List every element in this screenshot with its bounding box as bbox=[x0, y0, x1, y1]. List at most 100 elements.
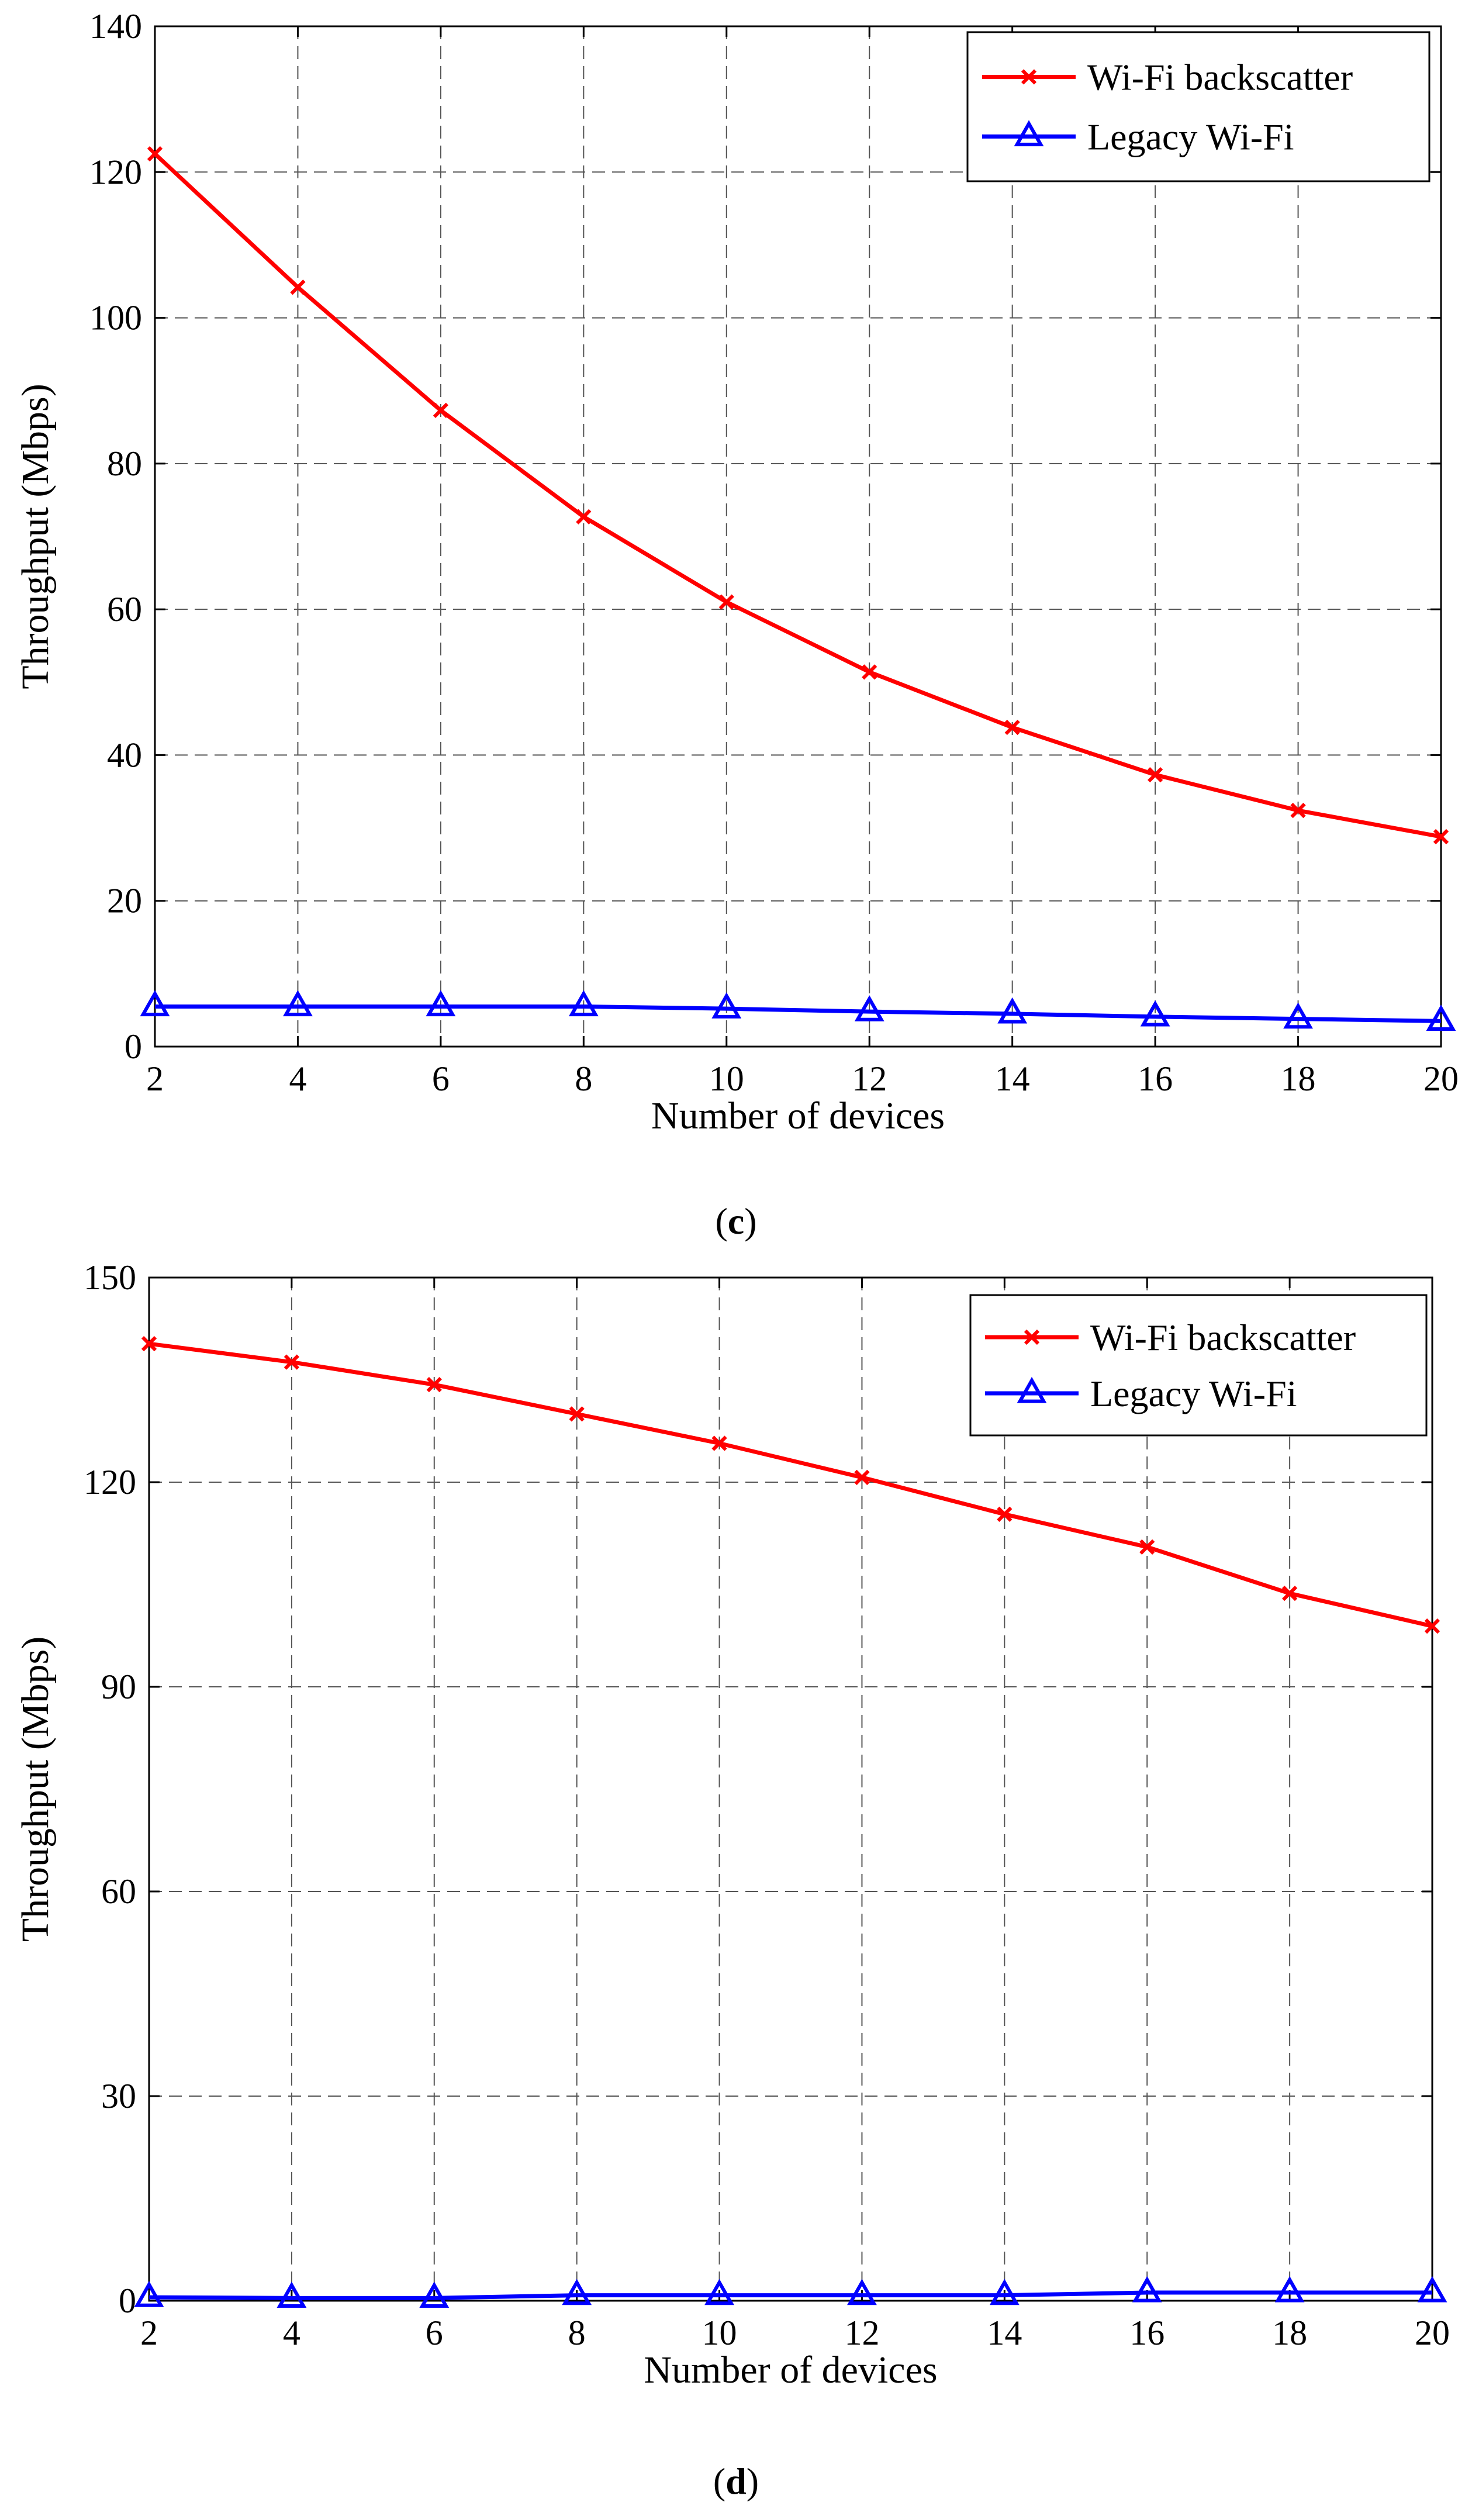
data-point bbox=[997, 1506, 1013, 1522]
data-point bbox=[141, 1336, 157, 1352]
y-tick-label: 30 bbox=[101, 2077, 136, 2115]
y-tick-label: 60 bbox=[107, 590, 142, 629]
chart-panel-c: 2 4 6 8 10 12 14 16 18 20 0 20 40 60 80 100 120 140 Number… bbox=[14, 7, 1459, 1137]
x-axis-label: Number of devices bbox=[651, 1095, 945, 1137]
data-point bbox=[997, 997, 1028, 1024]
data-point bbox=[426, 1377, 442, 1393]
y-axis-label: Throughput (Mbps) bbox=[14, 1637, 57, 1942]
legend-label: Legacy Wi-Fi bbox=[1090, 1373, 1297, 1414]
panel-label: (d) bbox=[713, 2460, 759, 2502]
data-point bbox=[1004, 719, 1020, 736]
data-point bbox=[562, 2279, 592, 2305]
y-tick-label: 120 bbox=[84, 1463, 136, 1501]
series-line bbox=[155, 1004, 1442, 1023]
legend-box bbox=[969, 1294, 1428, 1437]
x-tick-label: 8 bbox=[568, 2314, 586, 2352]
series-wifi-backscatter bbox=[147, 146, 1449, 845]
x-tick-label: 14 bbox=[987, 2314, 1022, 2352]
data-point bbox=[284, 1354, 300, 1370]
x-tick-label: 16 bbox=[1129, 2314, 1165, 2352]
legend-marker bbox=[1021, 69, 1037, 85]
legend: Wi-Fi backscatter Legacy Wi-Fi bbox=[966, 31, 1430, 182]
data-point bbox=[277, 2281, 307, 2308]
x-tick-label: 2 bbox=[140, 2314, 158, 2352]
legend-marker bbox=[1014, 120, 1044, 147]
y-tick-label: 150 bbox=[84, 1258, 136, 1297]
panel-label: (c) bbox=[715, 1200, 756, 1242]
data-point bbox=[426, 990, 456, 1017]
data-point bbox=[854, 1469, 870, 1485]
y-tick-label: 0 bbox=[125, 1027, 142, 1066]
x-tick-label: 10 bbox=[702, 2314, 737, 2352]
data-point bbox=[704, 2279, 734, 2305]
data-point bbox=[1283, 1002, 1313, 1029]
y-tick-label: 80 bbox=[107, 444, 142, 483]
data-point bbox=[433, 402, 449, 418]
axes-frame bbox=[148, 1276, 1433, 2302]
data-point bbox=[147, 146, 163, 162]
data-point bbox=[1281, 1586, 1298, 1601]
x-tick-label: 20 bbox=[1415, 2314, 1450, 2352]
series-line bbox=[153, 152, 1442, 839]
plot-area bbox=[149, 1278, 1432, 2301]
data-point bbox=[576, 509, 592, 524]
x-axis-label: Number of devices bbox=[644, 2349, 937, 2391]
data-point bbox=[1426, 1004, 1456, 1031]
data-point bbox=[989, 2279, 1020, 2305]
x-tick-label: 4 bbox=[283, 2314, 300, 2352]
data-point bbox=[568, 990, 599, 1017]
x-tick-label: 14 bbox=[995, 1059, 1030, 1098]
y-tick-label: 120 bbox=[89, 153, 142, 191]
data-point bbox=[1417, 2276, 1447, 2302]
data-point bbox=[569, 1406, 585, 1422]
series-wifi-backscatter bbox=[141, 1336, 1440, 1634]
data-point bbox=[718, 594, 734, 610]
x-tick-label: 6 bbox=[432, 1059, 450, 1098]
legend-marker bbox=[1024, 1329, 1040, 1345]
x-tick-label: 18 bbox=[1272, 2314, 1307, 2352]
data-point bbox=[140, 990, 170, 1017]
data-point bbox=[1139, 1539, 1155, 1555]
data-point bbox=[711, 992, 742, 1019]
y-tick-label: 20 bbox=[107, 882, 142, 920]
legend: Wi-Fi backscatter Legacy Wi-Fi bbox=[969, 1294, 1428, 1437]
data-point bbox=[419, 2281, 450, 2308]
data-point bbox=[1147, 767, 1163, 783]
x-tick-label: 10 bbox=[709, 1059, 744, 1098]
x-tick-label: 6 bbox=[426, 2314, 443, 2352]
data-point bbox=[1132, 2276, 1162, 2302]
legend-marker bbox=[1017, 1376, 1047, 1403]
legend-label: Wi-Fi backscatter bbox=[1087, 57, 1353, 98]
data-point bbox=[862, 664, 877, 680]
data-point bbox=[847, 2279, 877, 2305]
y-tick-label: 0 bbox=[119, 2281, 136, 2320]
y-tick-label: 90 bbox=[101, 1668, 136, 1706]
y-tick-label: 40 bbox=[107, 736, 142, 774]
data-point bbox=[854, 995, 884, 1021]
plot-area bbox=[155, 26, 1441, 1047]
series-legacy-wifi bbox=[140, 990, 1456, 1031]
data-point bbox=[1274, 2276, 1305, 2302]
data-point bbox=[290, 279, 306, 295]
x-tick-label: 4 bbox=[289, 1059, 306, 1098]
x-tick-label: 2 bbox=[146, 1059, 164, 1098]
y-tick-label: 100 bbox=[89, 299, 142, 337]
data-point bbox=[1140, 1000, 1170, 1027]
axes-frame bbox=[154, 25, 1442, 1048]
data-point bbox=[1424, 1618, 1440, 1634]
legend-label: Legacy Wi-Fi bbox=[1087, 116, 1294, 158]
x-tick-label: 20 bbox=[1423, 1059, 1459, 1098]
data-point bbox=[134, 2281, 164, 2307]
y-axis-label: Throughput (Mbps) bbox=[14, 384, 57, 689]
x-tick-label: 12 bbox=[844, 2314, 879, 2352]
data-point bbox=[283, 990, 313, 1017]
legend-label: Wi-Fi backscatter bbox=[1090, 1317, 1356, 1358]
legend-box bbox=[966, 31, 1430, 182]
series-line bbox=[148, 2290, 1432, 2300]
x-tick-label: 16 bbox=[1138, 1059, 1173, 1098]
x-tick-label: 8 bbox=[575, 1059, 592, 1098]
y-tick-label: 60 bbox=[101, 1872, 136, 1911]
data-point bbox=[1290, 803, 1306, 819]
x-tick-label: 12 bbox=[852, 1059, 887, 1098]
data-point bbox=[1433, 829, 1449, 845]
